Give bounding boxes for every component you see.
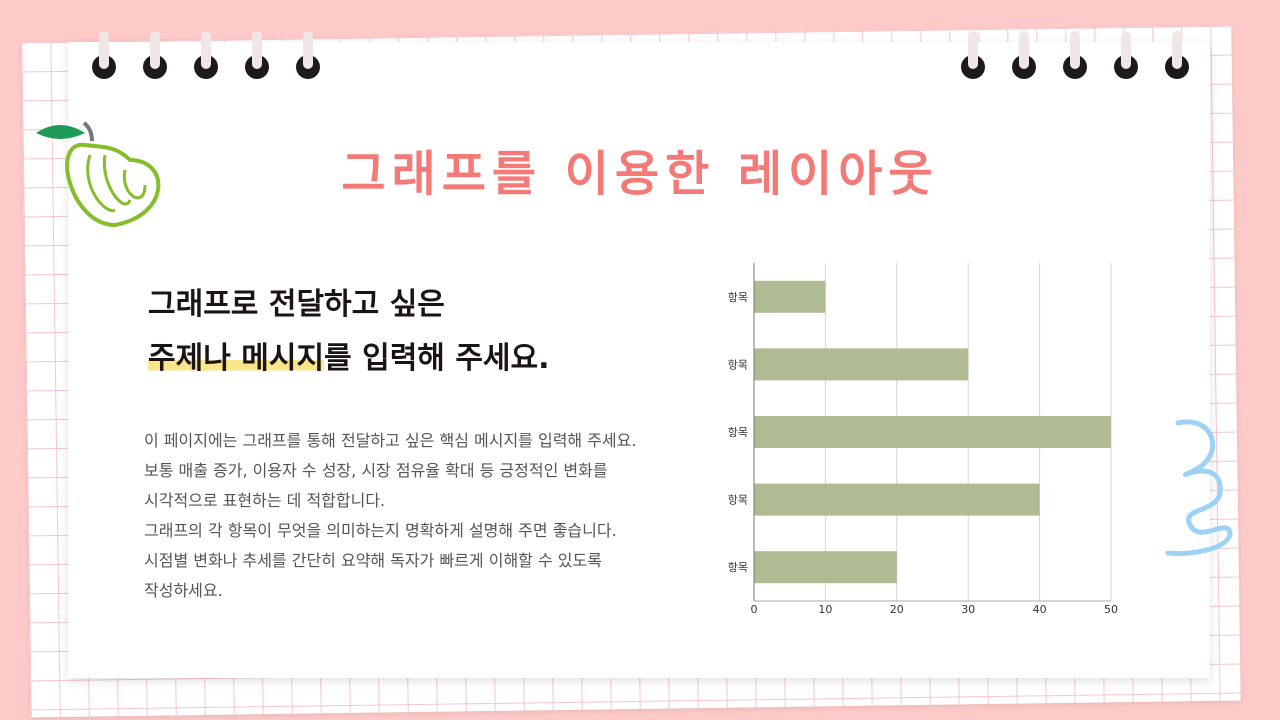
binding-ring — [143, 31, 167, 79]
x-tick-label: 0 — [751, 603, 758, 616]
binding-ring — [245, 31, 269, 79]
x-tick-label: 20 — [890, 603, 904, 616]
y-category-label: 항목 — [728, 358, 748, 371]
binding-ring — [92, 31, 116, 79]
heading-highlight: 주제나 메시지 — [148, 341, 325, 376]
binding-ring — [1012, 31, 1036, 79]
body-line: 보통 매출 증가, 이용자 수 성장, 시장 점유율 확대 등 긍정적인 변화를 — [144, 461, 608, 480]
body-text: 이 페이지에는 그래프를 통해 전달하고 싶은 핵심 메시지를 입력해 주세요.… — [144, 426, 636, 606]
heading-rest: 를 입력해 주세요. — [324, 341, 550, 376]
y-category-label: 항목 — [728, 291, 748, 304]
y-category-label: 항목 — [728, 426, 748, 439]
slide-title: 그래프를 이용한 레이아웃 — [341, 146, 939, 202]
body-line: 시점별 변화나 추세를 간단히 요약해 독자가 빠르게 이해할 수 있도록 — [144, 551, 602, 570]
x-tick-label: 10 — [818, 603, 832, 616]
body-line: 시각적으로 표현하는 데 적합합니다. — [144, 491, 386, 510]
bar — [754, 483, 1040, 516]
bar — [754, 551, 897, 584]
x-tick-label: 50 — [1104, 603, 1118, 616]
heading-line-1: 그래프로 전달하고 싶은 — [148, 287, 445, 322]
bar — [754, 280, 826, 313]
body-line: 이 페이지에는 그래프를 통해 전달하고 싶은 핵심 메시지를 입력해 주세요. — [144, 431, 637, 450]
blue-swirl-doodle — [1165, 419, 1233, 556]
binding-ring — [1063, 31, 1087, 79]
y-category-label: 항목 — [728, 561, 748, 574]
binding-ring — [1114, 31, 1138, 79]
y-category-label: 항목 — [728, 494, 748, 507]
apple-illustration — [36, 121, 161, 228]
binding-ring — [194, 31, 218, 79]
binding-ring — [1165, 31, 1189, 79]
bar — [754, 348, 969, 381]
binding-ring — [296, 31, 320, 79]
heading: 그래프로 전달하고 싶은 주제나 메시지를 입력해 주세요. — [148, 278, 550, 386]
body-line: 작성하세요. — [144, 581, 223, 600]
bar — [754, 416, 1111, 448]
x-tick-label: 30 — [961, 603, 975, 616]
body-line: 그래프의 각 항목이 무엇을 의미하는지 명확하게 설명해 주면 좋습니다. — [144, 521, 617, 540]
x-tick-label: 40 — [1033, 603, 1047, 616]
binding-ring — [961, 31, 985, 79]
heading-line-2: 주제나 메시지를 입력해 주세요. — [148, 332, 550, 386]
